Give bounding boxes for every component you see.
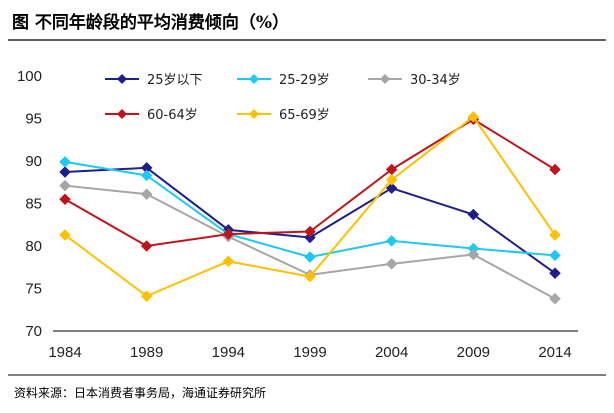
legend-label: 25-29岁: [279, 73, 330, 88]
data-point: [385, 235, 398, 247]
x-axis-ticks: 1984 1989 1994 1999 2004 2009 2014: [48, 344, 571, 361]
legend-label: 30-34岁: [410, 73, 461, 88]
data-point: [140, 188, 153, 201]
legend-label: 65-69岁: [279, 108, 330, 123]
data-point: [59, 193, 71, 206]
data-point: [59, 155, 71, 168]
data-point: [467, 248, 480, 261]
y-tick-label: 85: [25, 196, 42, 213]
data-point: [59, 166, 71, 178]
x-tick-label: 1984: [48, 344, 81, 361]
data-point: [140, 169, 153, 182]
data-point: [467, 208, 480, 221]
legend-marker: [380, 74, 390, 84]
legend: 25岁以下 25-29岁 30-34岁 60-64岁 65-69岁: [105, 73, 461, 123]
legend-marker: [117, 74, 127, 84]
data-point: [549, 292, 561, 305]
y-tick-label: 75: [25, 281, 42, 298]
y-tick-label: 80: [25, 238, 42, 255]
legend-marker: [117, 109, 127, 119]
data-point: [385, 182, 398, 195]
legend-marker: [249, 109, 259, 119]
data-point: [140, 290, 153, 303]
legend-label: 60-64岁: [147, 108, 198, 123]
data-point: [549, 249, 561, 262]
legend-marker: [249, 74, 259, 84]
x-tick-label: 1999: [293, 344, 326, 361]
data-point: [549, 163, 561, 176]
x-tick-label: 1994: [212, 344, 245, 361]
y-tick-label: 95: [25, 111, 42, 128]
data-point: [304, 225, 316, 238]
y-tick-label: 70: [25, 323, 42, 340]
y-axis-ticks: 70 75 80 85 90 95 100: [17, 68, 42, 340]
chart-title: 图 不同年龄段的平均消费倾向（%）: [12, 12, 289, 33]
x-tick-label: 2009: [457, 344, 490, 361]
x-tick-label: 2004: [375, 344, 408, 361]
source-note: 资料来源：日本消费者事务局，海通证券研究所: [14, 385, 266, 400]
data-point: [140, 240, 153, 252]
data-point: [304, 270, 316, 283]
data-point: [59, 179, 71, 192]
series-layer: [59, 110, 561, 305]
y-tick-label: 90: [25, 153, 42, 170]
data-point: [549, 267, 561, 280]
data-point: [59, 229, 71, 241]
legend-label: 25岁以下: [147, 73, 203, 88]
data-point: [222, 228, 235, 240]
x-tick-label: 2014: [538, 344, 571, 361]
data-point: [549, 229, 561, 241]
data-point: [304, 251, 316, 263]
data-point: [304, 231, 316, 244]
data-point: [385, 257, 398, 270]
data-point: [467, 110, 480, 123]
data-point: [385, 173, 398, 186]
y-tick-label: 100: [17, 68, 42, 85]
data-point: [222, 255, 235, 268]
x-tick-label: 1989: [130, 344, 163, 361]
